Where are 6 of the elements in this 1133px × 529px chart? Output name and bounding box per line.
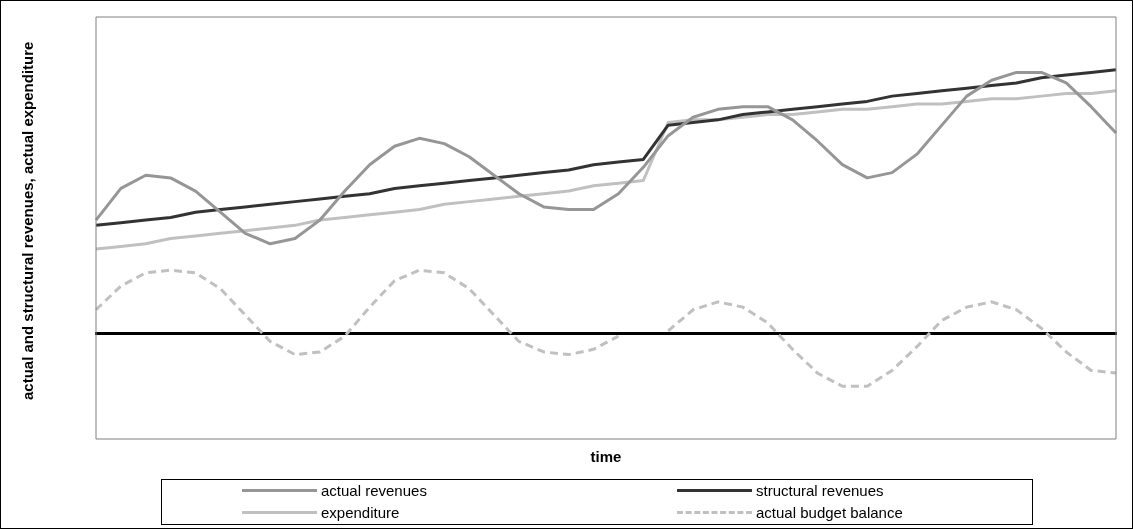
y-axis-title: actual and structural revenues, actual expenditure xyxy=(19,40,37,403)
legend-label: expenditure xyxy=(321,503,400,521)
x-axis-title: time xyxy=(590,448,622,466)
legend-label: structural revenues xyxy=(756,481,884,499)
legend-label: actual revenues xyxy=(321,481,427,499)
legend-label: actual budget balance xyxy=(756,503,903,521)
